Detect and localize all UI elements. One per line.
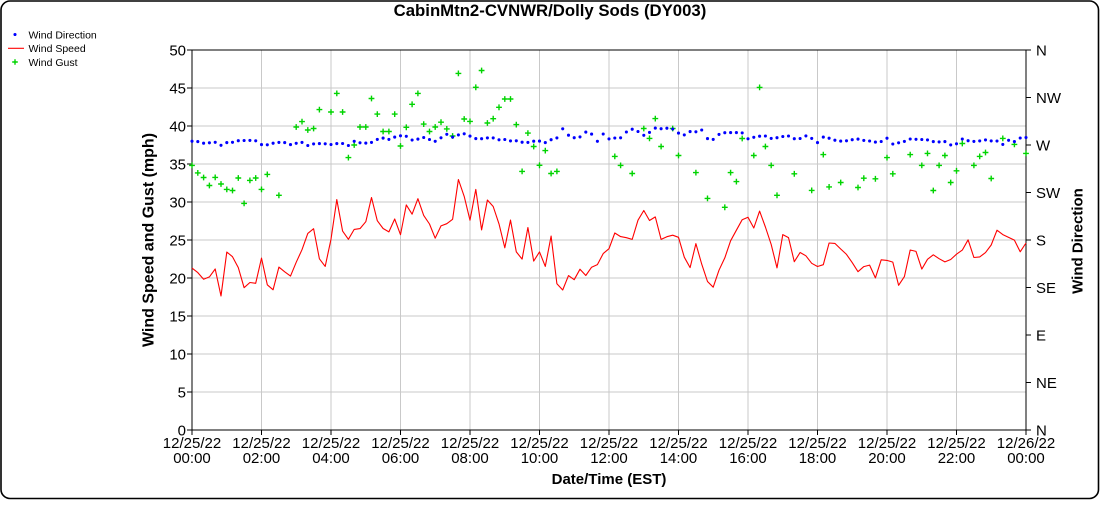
svg-text:00:00: 00:00 <box>1007 450 1045 467</box>
svg-text:5: 5 <box>178 385 186 402</box>
svg-text:Wind Direction: Wind Direction <box>29 29 97 41</box>
svg-text:10:00: 10:00 <box>521 450 559 467</box>
svg-text:W: W <box>1036 138 1051 155</box>
svg-text:20:00: 20:00 <box>868 450 906 467</box>
svg-text:50: 50 <box>169 43 186 60</box>
svg-text:Wind Speed: Wind Speed <box>29 43 86 55</box>
svg-text:10: 10 <box>169 347 186 364</box>
svg-text:18:00: 18:00 <box>799 450 837 467</box>
svg-text:04:00: 04:00 <box>312 450 350 467</box>
svg-text:SE: SE <box>1036 280 1056 297</box>
svg-text:NE: NE <box>1036 375 1057 392</box>
svg-text:35: 35 <box>169 157 186 174</box>
svg-text:12/25/22: 12/25/22 <box>719 435 777 452</box>
svg-text:20: 20 <box>169 271 186 288</box>
svg-text:12/25/22: 12/25/22 <box>858 435 916 452</box>
svg-text:08:00: 08:00 <box>451 450 489 467</box>
svg-text:E: E <box>1036 328 1046 345</box>
svg-text:0: 0 <box>178 423 186 440</box>
svg-text:15: 15 <box>169 309 186 326</box>
svg-text:12/25/22: 12/25/22 <box>441 435 499 452</box>
svg-text:Date/Time (EST): Date/Time (EST) <box>552 471 667 488</box>
svg-text:12/25/22: 12/25/22 <box>927 435 985 452</box>
svg-text:12/25/22: 12/25/22 <box>302 435 360 452</box>
svg-text:12/25/22: 12/25/22 <box>371 435 429 452</box>
svg-text:12/26/22: 12/26/22 <box>997 435 1055 452</box>
svg-text:Wind Gust: Wind Gust <box>29 57 78 69</box>
svg-text:14:00: 14:00 <box>660 450 698 467</box>
svg-text:40: 40 <box>169 119 186 136</box>
svg-text:16:00: 16:00 <box>729 450 767 467</box>
svg-text:CabinMtn2-CVNWR/Dolly Sods (DY: CabinMtn2-CVNWR/Dolly Sods (DY003) <box>394 1 707 20</box>
svg-text:12/25/22: 12/25/22 <box>580 435 638 452</box>
svg-text:12/25/22: 12/25/22 <box>163 435 221 452</box>
svg-text:S: S <box>1036 233 1046 250</box>
svg-text:25: 25 <box>169 233 186 250</box>
svg-text:00:00: 00:00 <box>173 450 211 467</box>
svg-text:06:00: 06:00 <box>382 450 420 467</box>
svg-text:Wind Speed and Gust (mph): Wind Speed and Gust (mph) <box>141 133 158 347</box>
svg-text:22:00: 22:00 <box>938 450 976 467</box>
svg-text:30: 30 <box>169 195 186 212</box>
svg-text:SW: SW <box>1036 185 1061 202</box>
svg-text:12/25/22: 12/25/22 <box>510 435 568 452</box>
svg-text:Wind Direction: Wind Direction <box>1070 188 1087 294</box>
svg-text:12/25/22: 12/25/22 <box>649 435 707 452</box>
svg-text:12:00: 12:00 <box>590 450 628 467</box>
svg-text:45: 45 <box>169 81 186 98</box>
svg-text:N: N <box>1036 423 1047 440</box>
svg-text:N: N <box>1036 43 1047 60</box>
svg-text:12/25/22: 12/25/22 <box>232 435 290 452</box>
svg-text:12/25/22: 12/25/22 <box>788 435 846 452</box>
svg-text:NW: NW <box>1036 90 1062 107</box>
svg-text:02:00: 02:00 <box>243 450 281 467</box>
